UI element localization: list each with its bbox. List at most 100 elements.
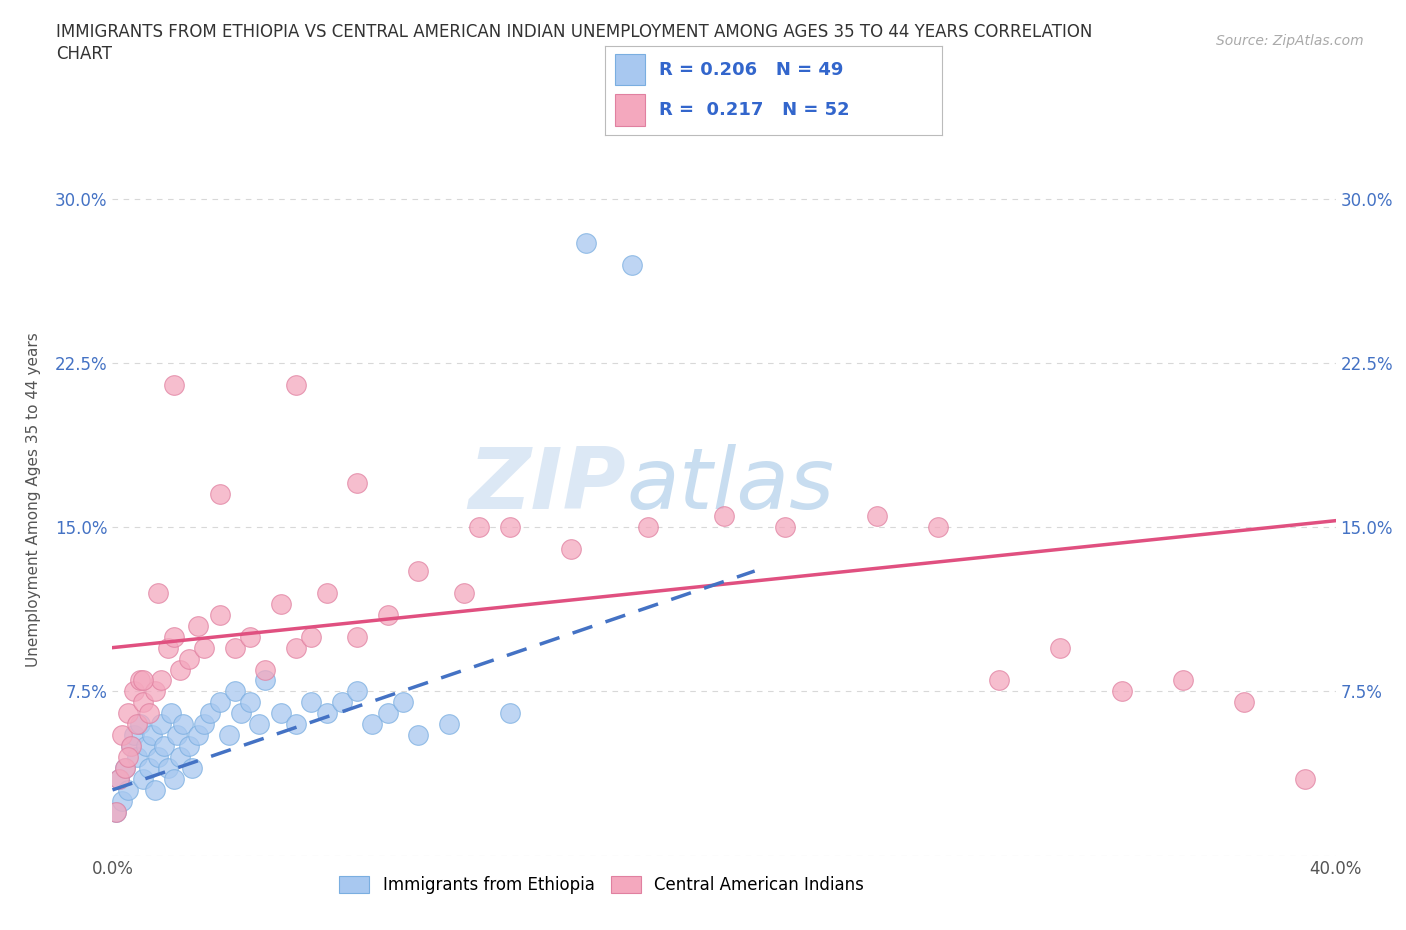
Point	[132, 772, 155, 787]
Point	[1111, 684, 1133, 698]
Point	[392, 695, 415, 710]
Point	[163, 378, 186, 392]
Point	[218, 728, 240, 743]
FancyBboxPatch shape	[614, 94, 645, 126]
Point	[107, 772, 129, 787]
Point	[315, 706, 337, 721]
Legend: Immigrants from Ethiopia, Central American Indians: Immigrants from Ethiopia, Central Americ…	[333, 870, 870, 900]
Point	[560, 541, 582, 556]
Point	[187, 728, 209, 743]
Point	[129, 673, 152, 688]
Point	[254, 673, 277, 688]
Point	[169, 750, 191, 764]
Point	[1233, 695, 1256, 710]
Point	[193, 640, 215, 655]
Point	[138, 706, 160, 721]
Text: IMMIGRANTS FROM ETHIOPIA VS CENTRAL AMERICAN INDIAN UNEMPLOYMENT AMONG AGES 35 T: IMMIGRANTS FROM ETHIOPIA VS CENTRAL AMER…	[56, 23, 1092, 41]
Point	[499, 520, 522, 535]
Point	[132, 695, 155, 710]
Point	[129, 717, 152, 732]
Point	[156, 640, 179, 655]
Point	[239, 630, 262, 644]
Point	[437, 717, 460, 732]
Point	[330, 695, 353, 710]
Point	[172, 717, 194, 732]
Point	[181, 761, 204, 776]
Point	[104, 804, 127, 819]
Point	[177, 651, 200, 666]
Point	[239, 695, 262, 710]
Point	[284, 378, 308, 392]
Point	[148, 750, 170, 764]
Point	[621, 257, 644, 272]
Point	[229, 706, 252, 721]
Point	[284, 640, 308, 655]
Point	[141, 728, 163, 743]
Point	[408, 564, 430, 578]
Point	[377, 706, 399, 721]
Point	[468, 520, 491, 535]
Point	[299, 695, 322, 710]
Point	[1171, 673, 1194, 688]
FancyBboxPatch shape	[614, 54, 645, 86]
Point	[270, 706, 292, 721]
Point	[114, 761, 136, 776]
Point	[163, 772, 186, 787]
Point	[122, 684, 145, 698]
Point	[114, 761, 136, 776]
Point	[499, 706, 522, 721]
Point	[315, 586, 337, 601]
Point	[148, 586, 170, 601]
Point	[346, 684, 368, 698]
Point	[125, 750, 148, 764]
Point	[254, 662, 277, 677]
Point	[927, 520, 949, 535]
Text: R =  0.217   N = 52: R = 0.217 N = 52	[658, 100, 849, 119]
Point	[143, 782, 166, 797]
Point	[284, 717, 308, 732]
Point	[150, 717, 173, 732]
Point	[169, 662, 191, 677]
Point	[224, 684, 246, 698]
Point	[1294, 772, 1316, 787]
Point	[866, 509, 889, 524]
Point	[150, 673, 173, 688]
Point	[132, 673, 155, 688]
Point	[135, 738, 157, 753]
Point	[111, 793, 134, 808]
Point	[104, 804, 127, 819]
Point	[208, 695, 231, 710]
Point	[143, 684, 166, 698]
Point	[346, 630, 368, 644]
Point	[377, 607, 399, 622]
Point	[200, 706, 222, 721]
Point	[117, 706, 139, 721]
Point	[117, 750, 139, 764]
Point	[637, 520, 659, 535]
Point	[122, 728, 145, 743]
Point	[177, 738, 200, 753]
Point	[120, 738, 142, 753]
Point	[713, 509, 735, 524]
Point	[408, 728, 430, 743]
Point	[159, 706, 181, 721]
Point	[163, 630, 186, 644]
Text: CHART: CHART	[56, 45, 112, 62]
Point	[453, 586, 475, 601]
Point	[270, 596, 292, 611]
Text: ZIP: ZIP	[468, 445, 626, 527]
Point	[156, 761, 179, 776]
Point	[187, 618, 209, 633]
Point	[247, 717, 270, 732]
Point	[346, 476, 368, 491]
Point	[208, 487, 231, 502]
Point	[125, 717, 148, 732]
Text: Source: ZipAtlas.com: Source: ZipAtlas.com	[1216, 34, 1364, 48]
Point	[166, 728, 188, 743]
Point	[361, 717, 384, 732]
Point	[775, 520, 797, 535]
Y-axis label: Unemployment Among Ages 35 to 44 years: Unemployment Among Ages 35 to 44 years	[27, 333, 41, 667]
Point	[224, 640, 246, 655]
Point	[988, 673, 1011, 688]
Point	[1049, 640, 1071, 655]
